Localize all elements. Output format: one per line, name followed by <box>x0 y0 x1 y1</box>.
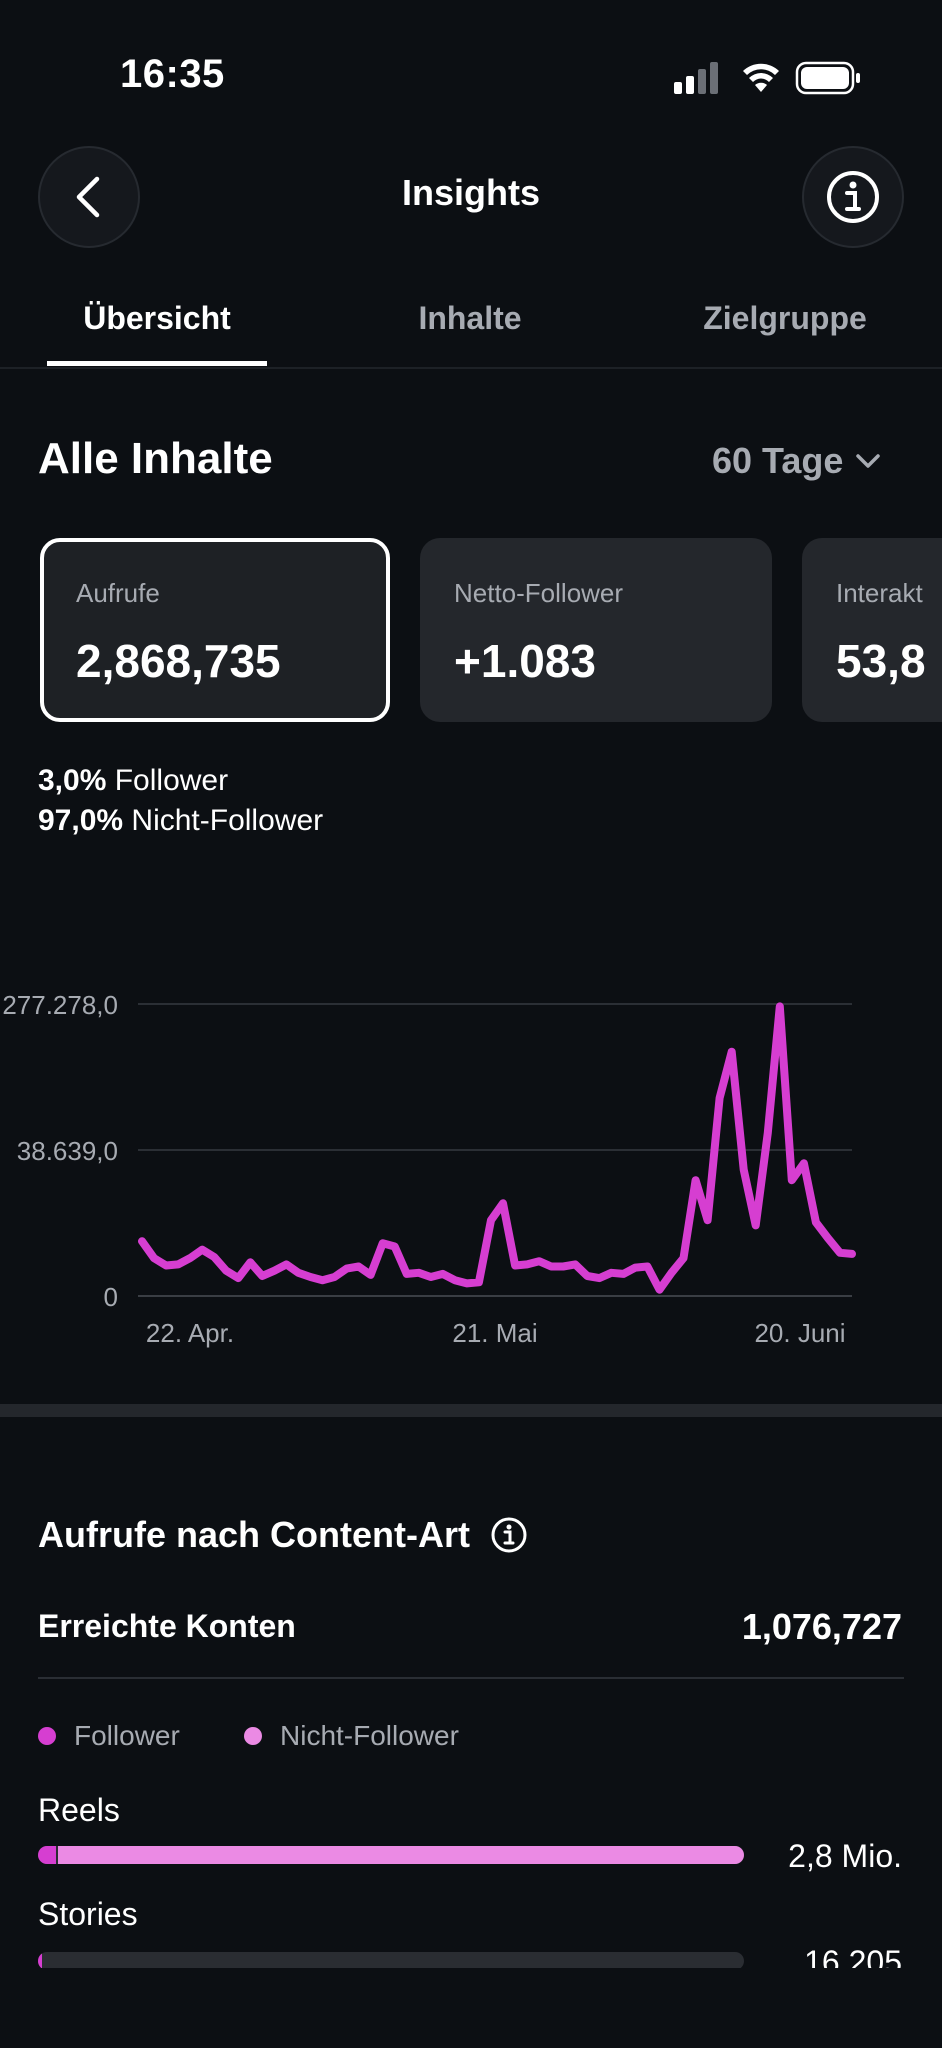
divider <box>38 1677 904 1679</box>
reached-accounts-label: Erreichte Konten <box>38 1608 296 1644</box>
metric-label: Aufrufe <box>76 578 160 608</box>
legend-dot <box>244 1727 262 1745</box>
reels-bar <box>38 1846 744 1864</box>
info-icon <box>827 171 879 223</box>
reels-label: Reels <box>38 1792 120 1828</box>
follower-share-pct: 3,0% <box>38 764 107 797</box>
x-tick-label: 22. Apr. <box>146 1318 234 1348</box>
legend-nonfollower: Nicht-Follower <box>244 1720 459 1752</box>
date-range-dropdown[interactable]: 60 Tage <box>712 440 881 482</box>
metric-card-aufrufe[interactable]: Aufrufe 2,868,735 <box>40 538 390 722</box>
nonfollower-share: 97,0% Nicht-Follower <box>38 804 323 838</box>
y-tick-label: 0 <box>104 1282 118 1312</box>
metric-label: Interakt <box>836 578 923 608</box>
y-tick-label: 38.639,0 <box>17 1136 118 1166</box>
metric-value: 2,868,735 <box>76 635 281 687</box>
nonfollower-share-pct: 97,0% <box>38 804 124 837</box>
stories-row-clip: 16.205 <box>0 1942 942 1968</box>
reels-value: 2,8 Mio. <box>788 1838 902 1874</box>
nonfollower-share-label: Nicht-Follower <box>131 804 324 837</box>
reels-follower-segment <box>38 1846 56 1864</box>
battery-icon <box>795 61 860 95</box>
metric-value: +1.083 <box>454 635 596 687</box>
chevron-left-icon <box>76 176 100 218</box>
series-line <box>138 1002 856 1294</box>
reels-nonfollower-segment <box>57 1846 744 1864</box>
x-tick-label: 20. Juni <box>754 1318 845 1348</box>
y-tick-label: 277.278,0 <box>2 990 118 1020</box>
metric-value: 53,8 <box>836 635 926 687</box>
tab-uebersicht[interactable]: Übersicht <box>83 300 231 336</box>
status-time: 16:35 <box>120 52 225 96</box>
metric-label: Netto-Follower <box>454 578 624 608</box>
x-tick-label: 21. Mai <box>452 1318 537 1348</box>
info-button[interactable] <box>802 146 904 248</box>
follower-share: 3,0% Follower <box>38 764 228 798</box>
page-title: Insights <box>401 172 540 213</box>
stories-label: Stories <box>38 1896 138 1932</box>
metric-card-netto-follower[interactable]: Netto-Follower +1.083 <box>420 538 772 722</box>
legend-dot <box>38 1727 56 1745</box>
tab-zielgruppe[interactable]: Zielgruppe <box>703 300 867 336</box>
legend-follower: Follower <box>38 1720 180 1752</box>
stories-bar <box>38 1952 744 1968</box>
follower-share-label: Follower <box>114 764 229 797</box>
tab-inhalte[interactable]: Inhalte <box>418 300 522 336</box>
stories-follower-segment <box>38 1952 42 1968</box>
date-range-label: 60 Tage <box>712 440 844 481</box>
stories-value: 16.205 <box>804 1944 902 1968</box>
chevron-down-icon <box>856 454 881 468</box>
wifi-icon <box>743 63 779 92</box>
tab-divider <box>0 367 942 369</box>
metric-card-interaktionen[interactable]: Interakt 53,8 <box>802 538 942 722</box>
cellular-signal-icon <box>674 62 718 94</box>
views-line-chart[interactable]: 277.278,0 38.639,0 0 22. Apr. 21. Mai 20. Jun… <box>0 960 942 1360</box>
status-icons <box>674 61 860 95</box>
back-button[interactable] <box>38 146 140 248</box>
section-divider <box>0 1404 942 1417</box>
content-type-section-title: Aufrufe nach Content-Art <box>38 1514 528 1556</box>
section-title: Alle Inhalte <box>38 434 273 483</box>
content-type-title: Aufrufe nach Content-Art <box>38 1514 470 1555</box>
reached-accounts-value: 1,076,727 <box>741 1606 902 1647</box>
legend-label: Nicht-Follower <box>280 1720 459 1751</box>
info-icon[interactable] <box>490 1516 528 1554</box>
active-tab-indicator <box>47 361 267 366</box>
legend-label: Follower <box>74 1720 180 1751</box>
